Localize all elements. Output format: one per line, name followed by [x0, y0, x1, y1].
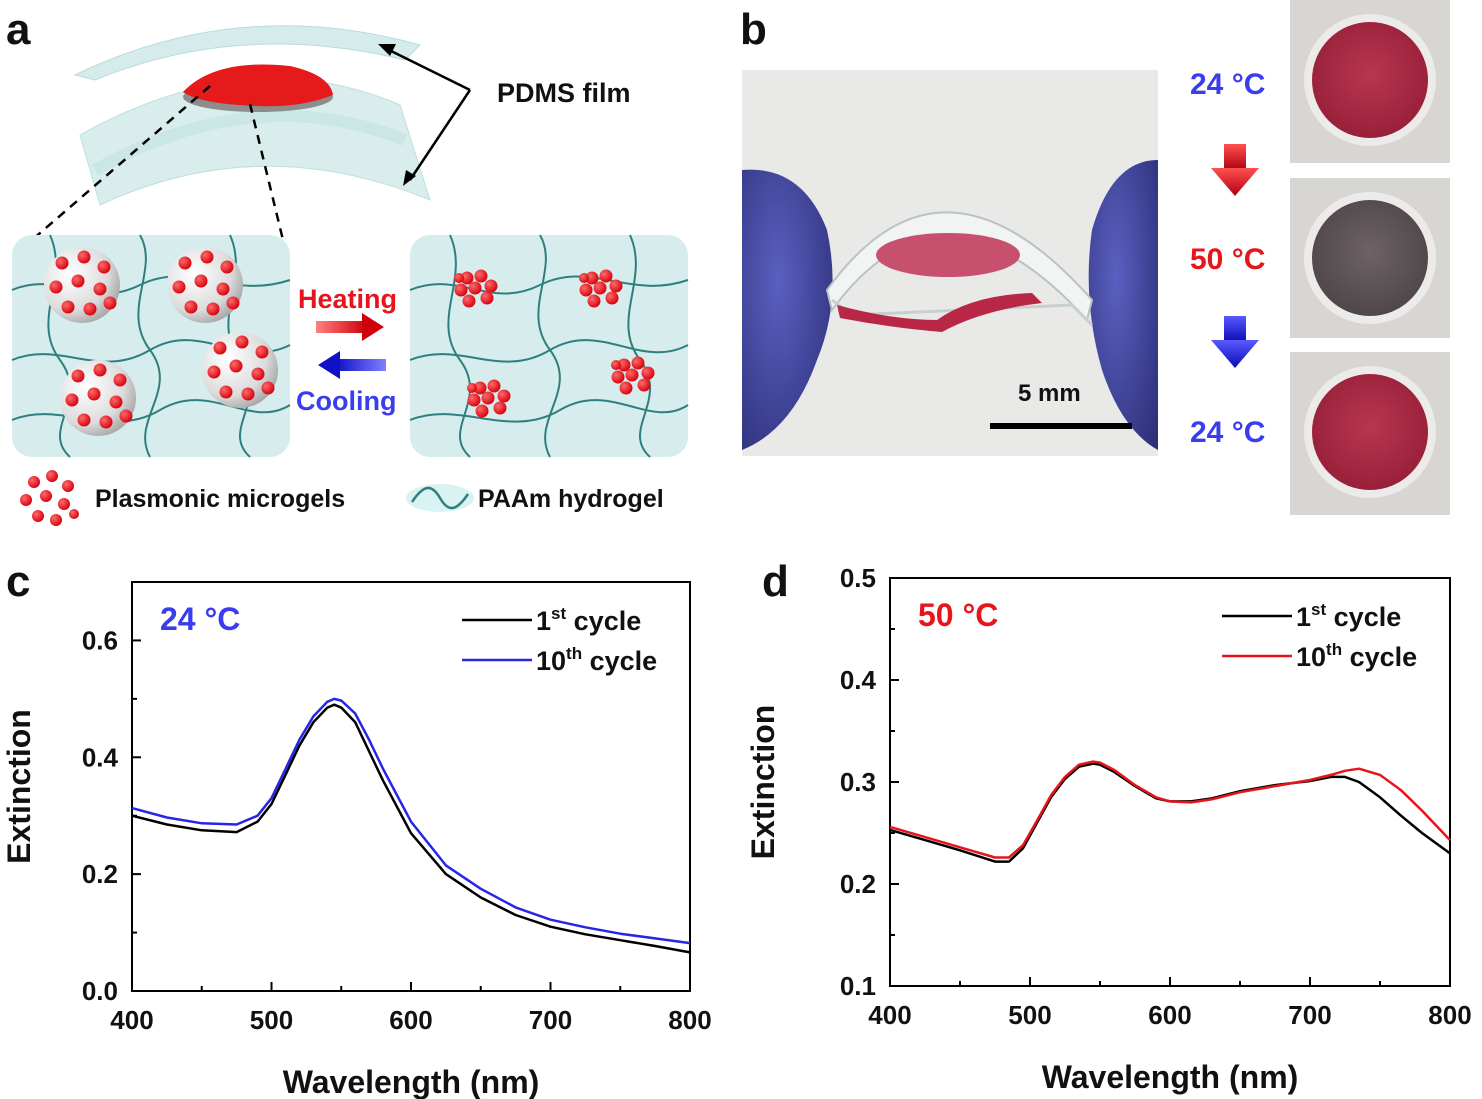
microgel-swollen-1	[44, 247, 120, 323]
temp-label-50: 50 °C	[1190, 243, 1266, 276]
right-glove	[1088, 160, 1158, 450]
chart-c-ytick-label: 0.0	[82, 976, 118, 1006]
chart-d-inset-temperature: 50 °C	[918, 597, 998, 633]
chart-c-xtick-label: 400	[110, 1005, 153, 1035]
chart-d-xlabel: Wavelength (nm)	[1042, 1059, 1299, 1095]
cooling-down-arrow-icon	[1211, 316, 1259, 368]
left-glove	[742, 169, 833, 450]
chart-d-xtick-label: 700	[1288, 1000, 1331, 1030]
microgel-collapsed-4	[611, 356, 655, 395]
microgel-swollen-2	[167, 247, 243, 323]
chart-d-ytick-label: 0.5	[840, 563, 876, 593]
pdms-film-top	[73, 25, 421, 81]
collapsed-state-box	[409, 234, 689, 458]
chart-c-ytick-label: 0.4	[82, 742, 119, 772]
sample-photo-50c	[1290, 178, 1450, 338]
chart-d-ytick-label: 0.3	[840, 767, 876, 797]
temp-label-24-end: 24 °C	[1190, 416, 1266, 449]
chart-c-series-1-line	[131, 703, 691, 954]
microgel-collapsed-2	[579, 269, 623, 308]
legend-hydrogel-label: PAAm hydrogel	[478, 485, 664, 513]
chart-c-xtick-label: 600	[389, 1005, 432, 1035]
chart-c-legend-label-1: 1st cycle	[536, 604, 641, 636]
panel-label-a: a	[6, 5, 31, 54]
chart-c-ytick-label: 0.6	[82, 625, 118, 655]
heating-label: Heating	[298, 284, 398, 314]
scale-bar-label: 5 mm	[1018, 380, 1081, 407]
legend-microgels-label: Plasmonic microgels	[95, 485, 346, 513]
chart-d-xtick-label: 500	[1008, 1000, 1051, 1030]
legend-hydrogel-icon	[406, 484, 474, 512]
sample-photo-24c-end	[1290, 352, 1450, 515]
cooling-arrow	[318, 351, 386, 379]
photo-hydrogel-disc	[876, 233, 1020, 277]
cooling-label: Cooling	[296, 386, 397, 416]
chart-c-xtick-label: 500	[250, 1005, 293, 1035]
thermal-cycle-arrows	[1211, 144, 1259, 368]
pdms-pointer-arrows	[384, 46, 472, 181]
chart-c-legend-label-2: 10th cycle	[536, 644, 657, 676]
panel-label-b: b	[740, 5, 767, 54]
chart-d-plot-frame	[889, 577, 1451, 987]
chart-c-ytick-label: 0.2	[82, 859, 118, 889]
heating-arrow	[316, 313, 384, 341]
plasmonic-hydrogel-disc	[183, 64, 333, 107]
chart-c-series-2-line	[131, 697, 691, 945]
chart-d-ytick-label: 0.4	[840, 665, 877, 695]
chart-c-xlabel: Wavelength (nm)	[283, 1064, 540, 1099]
chart-c-ylabel: Extinction	[1, 709, 37, 864]
legend-microgel-icon	[20, 470, 79, 526]
chart-c: 400 500 600 700 800 0.0 0.2 0.4 0.6 Wavelength (n…	[1, 581, 712, 1099]
microgel-swollen-4	[202, 332, 278, 408]
chart-d-ytick-label: 0.1	[840, 971, 876, 1001]
chart-d-ytick-label: 0.2	[840, 869, 876, 899]
chart-d-xtick-label: 800	[1428, 1000, 1471, 1030]
chart-c-inset-temperature: 24 °C	[160, 601, 240, 637]
sample-photos	[1290, 0, 1450, 515]
chart-c-xtick-label: 700	[529, 1005, 572, 1035]
scale-bar	[990, 423, 1132, 429]
chart-d-legend-label-1: 1st cycle	[1296, 600, 1401, 632]
panel-label-d: d	[762, 557, 789, 606]
chart-d: 400 500 600 700 800 0.1 0.2 0.3 0.4 0.5 Wavelength…	[745, 563, 1472, 1095]
panel-label-c: c	[6, 557, 31, 606]
chart-d-ylabel: Extinction	[745, 705, 781, 860]
sample-photo-24c-start	[1290, 0, 1450, 163]
chart-c-xtick-label: 800	[668, 1005, 711, 1035]
chart-d-legend-label-2: 10th cycle	[1296, 640, 1417, 672]
microgel-collapsed-3	[467, 379, 511, 418]
chart-d-xtick-label: 600	[1148, 1000, 1191, 1030]
chart-d-xtick-label: 400	[868, 1000, 911, 1030]
microgel-swollen-3	[60, 360, 136, 436]
heating-down-arrow-icon	[1211, 144, 1259, 196]
chart-c-plot-frame	[131, 581, 691, 992]
chart-d-series-1-line	[889, 762, 1451, 863]
schematic-illustration	[11, 25, 689, 526]
microgel-collapsed-1	[454, 269, 498, 308]
swollen-state-box	[11, 234, 291, 458]
device-photo	[742, 70, 1158, 456]
chart-d-series-2-line	[889, 760, 1451, 859]
pdms-film-label: PDMS film	[497, 78, 631, 108]
temp-label-24-start: 24 °C	[1190, 68, 1266, 101]
